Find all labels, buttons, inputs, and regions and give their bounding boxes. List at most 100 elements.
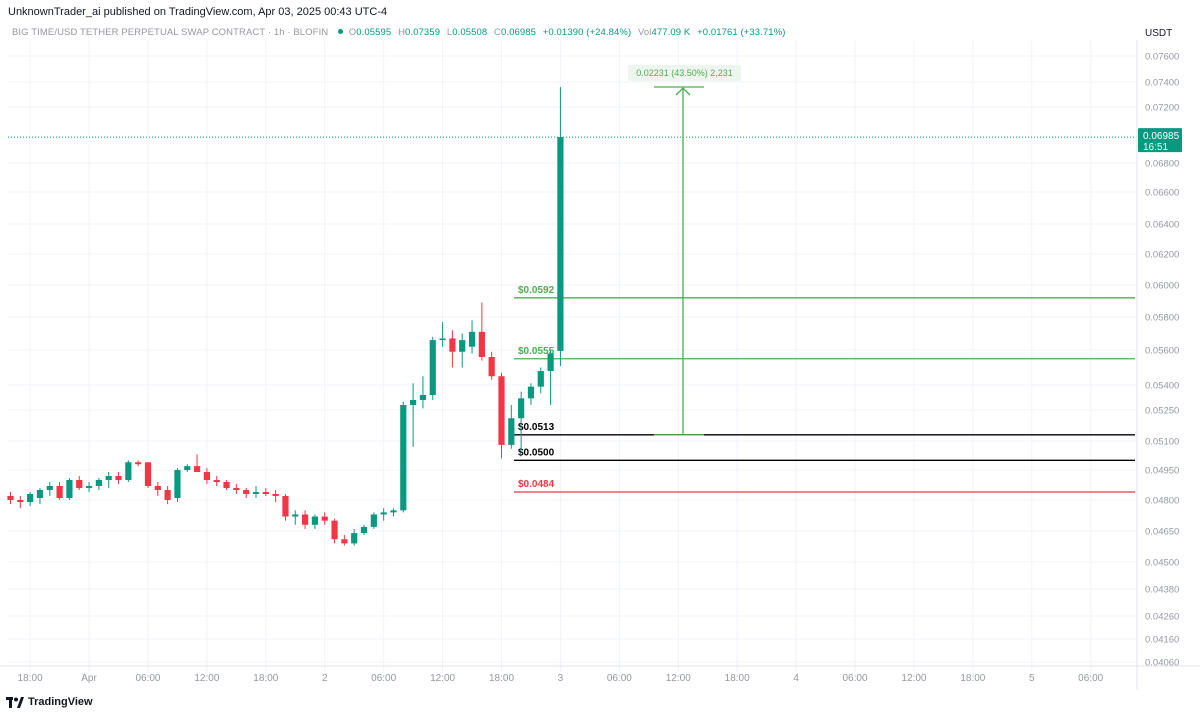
candle-body: [154, 486, 161, 490]
symbol-legend: BIG TIME/USD TETHER PERPETUAL SWAP CONTR…: [12, 27, 790, 38]
bar-countdown-label: 16:51: [1143, 142, 1168, 153]
candle-body: [488, 357, 495, 377]
change-value: +0.01390 (+24.84%): [542, 27, 632, 38]
candle-body: [193, 466, 201, 472]
candle-body: [213, 480, 220, 482]
candle-body: [164, 490, 171, 500]
vol-value: 477.09 K: [651, 27, 691, 38]
level-label: $0.0500: [518, 447, 555, 458]
open-label: O: [348, 27, 357, 38]
current-price-badge: [1138, 128, 1182, 153]
y-tick-label: 0.05400: [1145, 381, 1179, 392]
x-tick-label: 12:00: [666, 673, 691, 684]
candle-body: [17, 500, 24, 503]
candle-body: [66, 480, 73, 498]
candle-body: [429, 340, 436, 395]
candle-body: [478, 331, 485, 357]
close-value: 0.06985: [500, 27, 537, 38]
y-tick-label: 0.06600: [1145, 188, 1179, 199]
symbol-name[interactable]: BIG TIME/USD TETHER PERPETUAL SWAP CONTR…: [12, 27, 329, 38]
candle-body: [400, 405, 407, 511]
candle-body: [243, 490, 250, 494]
x-tick-label: 4: [793, 673, 799, 684]
candle-body: [135, 462, 142, 465]
x-tick-label: 18:00: [960, 673, 985, 684]
candle-body: [85, 486, 93, 488]
footer: TradingView: [6, 694, 93, 710]
x-tick-label: 06:00: [843, 673, 868, 684]
candle-body: [184, 466, 191, 470]
measure-arrow-icon: [675, 87, 691, 96]
level-label: $0.0555: [518, 346, 555, 357]
x-tick-label: 3: [558, 673, 564, 684]
y-tick-label: 0.04380: [1145, 585, 1179, 596]
low-label: L: [446, 27, 453, 38]
x-tick-label: 06:00: [371, 673, 396, 684]
y-tick-label: 0.05250: [1145, 406, 1179, 417]
candle-body: [144, 462, 152, 486]
candle-body: [498, 376, 505, 445]
candle-body: [508, 418, 515, 445]
low-value: 0.05508: [452, 27, 488, 38]
candle-body: [557, 137, 564, 351]
y-tick-label: 0.06200: [1145, 250, 1179, 261]
candle-body: [105, 476, 112, 480]
y-tick-label: 0.05600: [1145, 346, 1179, 357]
x-tick-label: Apr: [81, 673, 97, 684]
candle-body: [302, 514, 309, 525]
candle-body: [527, 386, 535, 399]
currency-label[interactable]: USDT: [1145, 28, 1173, 39]
grid: [8, 40, 1136, 672]
candle-body: [125, 462, 132, 480]
high-value: 0.07359: [405, 27, 441, 38]
candle-body: [292, 514, 299, 517]
x-tick-label: 06:00: [1078, 673, 1103, 684]
y-tick-label: 0.04260: [1145, 612, 1179, 623]
x-tick-label: 18:00: [18, 673, 43, 684]
vol-change-value: +0.01761 (+33.71%): [697, 27, 786, 38]
market-open-dot: [338, 29, 344, 34]
candle-body: [36, 490, 44, 498]
y-tick-label: 0.06800: [1145, 159, 1179, 170]
level-label: $0.0592: [518, 285, 555, 296]
candle-body: [351, 533, 358, 544]
x-tick-label: 5: [1029, 673, 1035, 684]
candle-body: [252, 492, 260, 494]
candle-body: [341, 539, 348, 544]
y-tick-label: 0.04500: [1145, 558, 1179, 569]
brand-name: TradingView: [28, 696, 93, 708]
candle-body: [468, 331, 476, 347]
candle-body: [223, 482, 230, 488]
candle-body: [331, 520, 338, 540]
candles: [7, 87, 564, 546]
level-label: $0.0484: [518, 479, 555, 490]
axes: 0.07600 0.07400 0.07200 0.06800 0.06600 0.064…: [0, 40, 1200, 690]
candle-body: [203, 472, 210, 480]
measure-label: 0.02231 (43.50%) 2,231: [636, 68, 733, 78]
level-label: $0.0513: [518, 422, 555, 433]
price-range-measure[interactable]: 0.02231 (43.50%) 2,231: [628, 65, 741, 436]
x-tick-label: 06:00: [135, 673, 160, 684]
publisher-line: UnknownTrader_ai published on TradingVie…: [8, 6, 388, 18]
tradingview-logo-icon: [6, 696, 24, 708]
y-tick-label: 0.06400: [1145, 220, 1179, 231]
high-label: H: [398, 27, 406, 38]
candle-body: [537, 371, 544, 387]
candle-body: [174, 470, 181, 498]
candle-body: [76, 480, 83, 488]
candle-body: [449, 338, 456, 352]
y-tick-label: 0.04060: [1145, 658, 1179, 669]
vol-label: Vol: [637, 27, 652, 38]
x-tick-label: 18:00: [489, 673, 514, 684]
x-tick-label: 12:00: [901, 673, 926, 684]
candle-body: [46, 486, 53, 490]
y-tick-label: 0.04950: [1145, 466, 1179, 477]
y-tick-label: 0.05100: [1145, 437, 1179, 448]
candle-body: [115, 476, 122, 480]
candle-body: [7, 496, 14, 500]
candle-body: [311, 516, 319, 525]
candle-body: [390, 510, 397, 513]
candle-body: [439, 338, 446, 341]
measure-label-box: [628, 65, 741, 81]
